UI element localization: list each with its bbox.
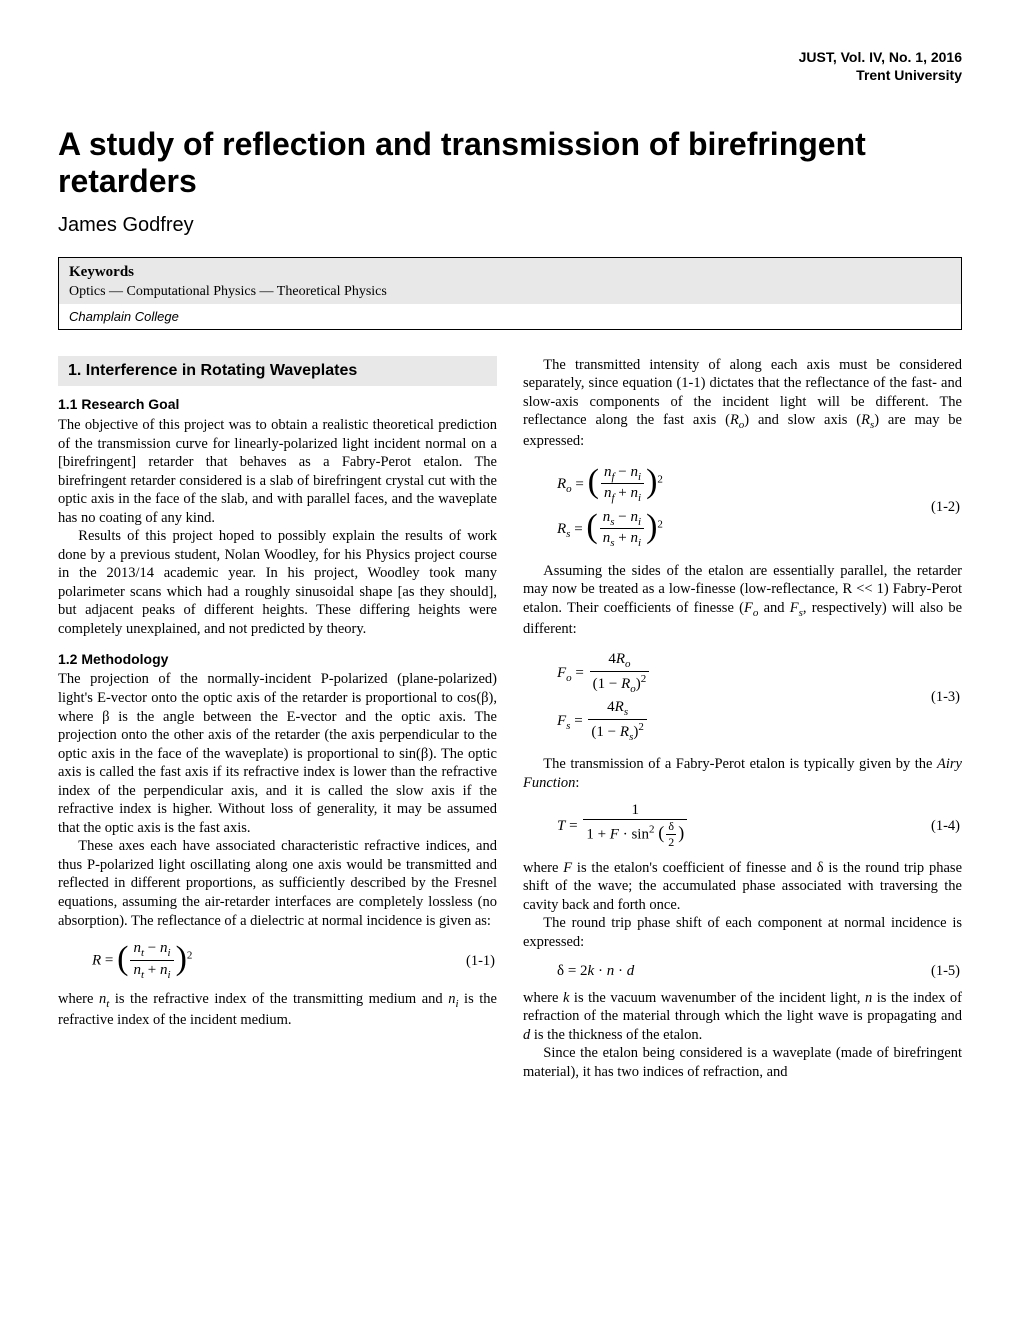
para-r-4: where F is the etalon's coefficient of f… — [523, 859, 962, 915]
para-r-1: The transmitted intensity of along each … — [523, 356, 962, 451]
equation-1-5-number: (1-5) — [931, 962, 962, 981]
journal-info: JUST, Vol. IV, No. 1, 2016 — [799, 48, 962, 66]
para-1-2-1: The projection of the normally-incident … — [58, 670, 497, 837]
paper-title: A study of reflection and transmission o… — [58, 126, 962, 200]
text-r6b: is the vacuum wavenumber of the incident… — [569, 990, 865, 1006]
equation-1-4-body: T = 11 + F · sin2 (δ2) — [523, 802, 931, 851]
equation-1-3: Fo = 4Ro(1 − Ro)2 Fs = 4Rs(1 − Rs)2 (1-3… — [523, 648, 962, 747]
para-where-1-1: where nt is the refractive index of the … — [58, 990, 497, 1030]
equation-1-4-number: (1-4) — [931, 817, 962, 836]
equation-1-1-body: R = (nt − nint + ni)2 — [58, 940, 466, 982]
equation-1-1: R = (nt − nint + ni)2 (1-1) — [58, 940, 497, 982]
para-r-6: where k is the vacuum wavenumber of the … — [523, 989, 962, 1045]
para-r-7: Since the etalon being considered is a w… — [523, 1044, 962, 1081]
text-r4b: is the etalon's coefficient of finesse a… — [523, 860, 962, 913]
equation-1-5: δ = 2k · n · d (1-5) — [523, 962, 962, 981]
author-name: James Godfrey — [58, 214, 962, 237]
affiliation: Champlain College — [59, 304, 961, 329]
journal-header: JUST, Vol. IV, No. 1, 2016 Trent Univers… — [799, 48, 962, 84]
equation-1-5-body: δ = 2k · n · d — [523, 962, 931, 981]
subsection-1-1-heading: 1.1 Research Goal — [58, 396, 497, 414]
institution: Trent University — [799, 66, 962, 84]
para-r-2: Assuming the sides of the etalon are ess… — [523, 562, 962, 639]
content-columns: 1. Interference in Rotating Waveplates 1… — [58, 356, 962, 1082]
equation-1-4: T = 11 + F · sin2 (δ2) (1-4) — [523, 802, 962, 851]
para-1-2-2: These axes each have associated characte… — [58, 837, 497, 930]
keywords-label: Keywords — [69, 264, 951, 281]
subsection-1-2-heading: 1.2 Methodology — [58, 651, 497, 669]
text-r3b: : — [575, 775, 579, 791]
text-r4a: where — [523, 860, 563, 876]
equation-1-2-number: (1-2) — [931, 498, 962, 517]
text-r3a: The transmission of a Fabry-Perot etalon… — [543, 756, 937, 772]
para-1-1-2: Results of this project hoped to possibl… — [58, 527, 497, 638]
keywords-header: Keywords Optics — Computational Physics … — [59, 258, 961, 304]
keywords-box: Keywords Optics — Computational Physics … — [58, 257, 962, 330]
equation-1-3-number: (1-3) — [931, 688, 962, 707]
equation-1-3-body: Fo = 4Ro(1 − Ro)2 Fs = 4Rs(1 − Rs)2 — [523, 648, 931, 747]
text-r2b: and — [758, 600, 789, 616]
para-1-1-1: The objective of this project was to obt… — [58, 416, 497, 527]
para-r-5: The round trip phase shift of each compo… — [523, 914, 962, 951]
text-where: where — [58, 991, 99, 1007]
equation-1-1-number: (1-1) — [466, 952, 497, 971]
text-r6a: where — [523, 990, 563, 1006]
text-r1b: ) and slow axis ( — [744, 412, 861, 428]
text-where-rest1: is the refractive index of the transmitt… — [109, 991, 448, 1007]
para-r-3: The transmission of a Fabry-Perot etalon… — [523, 755, 962, 792]
equation-1-2-body: Ro = (nf − ninf + ni)2 Rs = (ns − nins +… — [523, 461, 931, 554]
equation-1-2: Ro = (nf − ninf + ni)2 Rs = (ns − nins +… — [523, 461, 962, 554]
text-r6d: is the thickness of the etalon. — [530, 1027, 702, 1043]
column-left: 1. Interference in Rotating Waveplates 1… — [58, 356, 497, 1082]
section-1-heading: 1. Interference in Rotating Waveplates — [58, 356, 497, 386]
column-right: The transmitted intensity of along each … — [523, 356, 962, 1082]
keywords-text: Optics — Computational Physics — Theoret… — [69, 284, 951, 300]
